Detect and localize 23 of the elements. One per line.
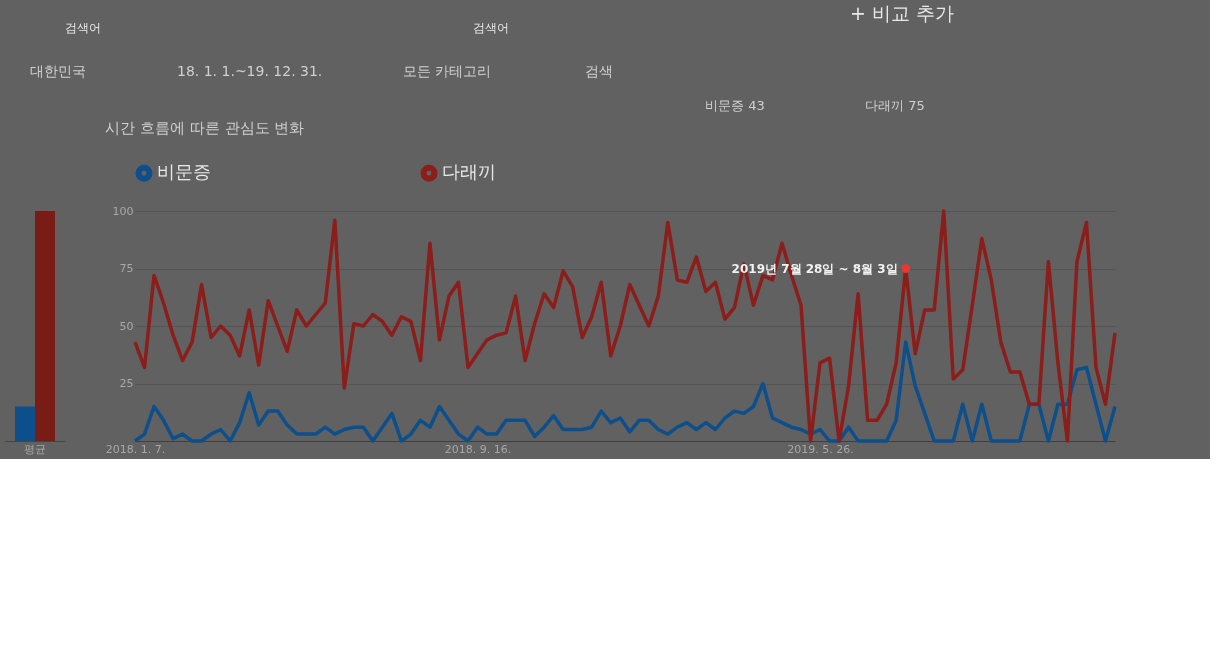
- text: 검색어: [65, 21, 101, 35]
- text: 다래끼 75: [865, 98, 925, 113]
- text: 비문증 43: [705, 98, 765, 113]
- x-tick-label: 2019. 5. 26.: [787, 442, 854, 456]
- text: 검색어: [473, 21, 509, 35]
- text: 18. 1. 1.~19. 12. 31.: [177, 63, 323, 79]
- x-tick-label: 2018. 9. 16.: [444, 442, 512, 456]
- line-series: [133, 340, 1117, 443]
- annotation: 2019년 7월 28일 ~ 8월 3일: [731, 261, 898, 276]
- legend-label: 다래끼: [442, 161, 496, 183]
- x-tick-label: 2018. 1. 7.: [105, 442, 166, 456]
- text: 검색: [585, 63, 613, 79]
- legend-label: 비문증: [157, 161, 211, 183]
- line-series: [133, 209, 1117, 443]
- x-tick-label: 평균: [24, 442, 46, 456]
- y-tick-label: 75: [119, 262, 134, 275]
- y-tick-label: 50: [119, 319, 134, 333]
- y-tick-label: 25: [119, 377, 134, 390]
- y-tick-label: 100: [112, 204, 134, 218]
- text: 대한민국: [30, 63, 86, 79]
- text: 모든 카테고리: [403, 63, 492, 79]
- text: + 비교 추가: [850, 2, 954, 24]
- chart-title: 시간 흐름에 따른 관심도 변화: [105, 119, 305, 137]
